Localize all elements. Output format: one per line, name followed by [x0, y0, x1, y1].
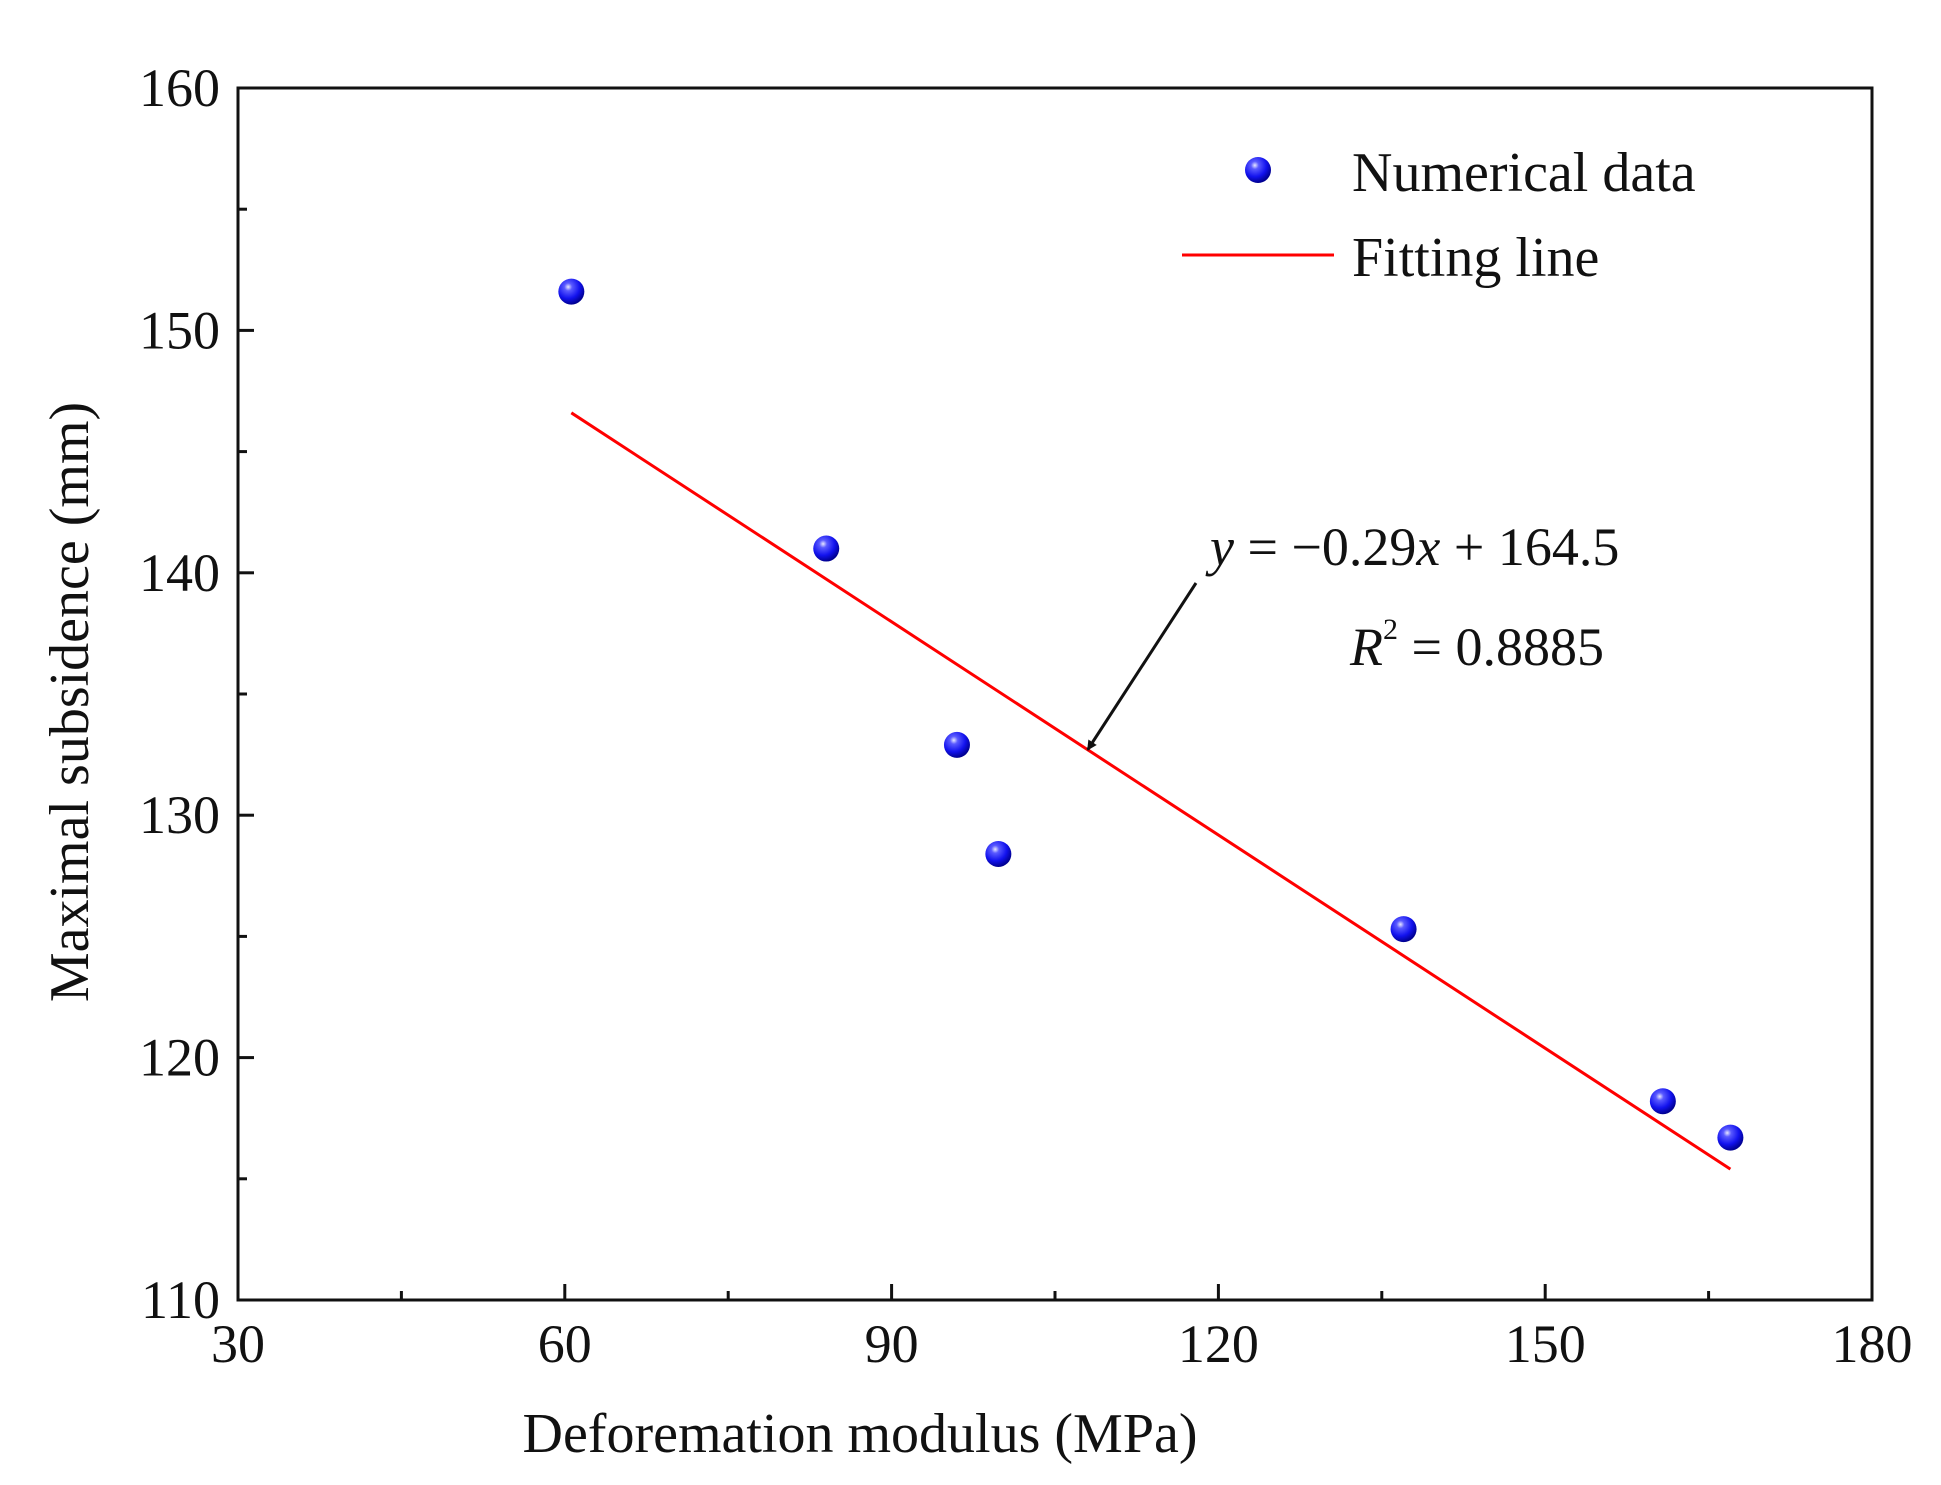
data-point: [558, 278, 585, 305]
data-point: [1649, 1088, 1676, 1115]
legend-label-fitting-line: Fitting line: [1352, 227, 1599, 289]
legend-marker-numerical-data: [1245, 157, 1271, 183]
axis-ticks: [236, 86, 1874, 1302]
x-tick-label: 60: [538, 1314, 592, 1374]
x-tick-label: 180: [1832, 1314, 1913, 1374]
r2-value: = 0.8885: [1398, 617, 1604, 677]
annotation-arrow: [1086, 582, 1198, 751]
data-point: [1390, 916, 1417, 943]
fit-equation: y = −0.29x + 164.5: [1205, 517, 1619, 577]
data-point: [813, 535, 840, 562]
equation-rhs: = −0.29: [1234, 517, 1416, 577]
y-tick-label: 120: [139, 1028, 220, 1088]
y-tick-label: 140: [139, 543, 220, 603]
data-point: [985, 840, 1012, 867]
plot-frame: [236, 86, 1874, 1302]
y-tick-label: 130: [139, 785, 220, 845]
y-tick-label: 160: [139, 58, 220, 118]
y-tick-label: 110: [141, 1270, 220, 1330]
equation-tail: + 164.5: [1440, 517, 1619, 577]
fit-annotation: y = −0.29x + 164.5 R2 = 0.8885: [1086, 517, 1619, 751]
x-tick-label: 90: [865, 1314, 919, 1374]
r2-base: R: [1349, 617, 1383, 677]
legend: Numerical data Fitting line: [1182, 142, 1696, 289]
x-axis-title: Deforemation modulus (MPa): [523, 1403, 1198, 1465]
equation-var: x: [1415, 517, 1440, 577]
legend-label-numerical-data: Numerical data: [1352, 142, 1696, 204]
axis-tick-labels: 30 60 90 120 150 180 110 120 130 140 150 160: [139, 58, 1913, 1374]
y-axis-title: Maximal subsidence (mm): [39, 402, 101, 1002]
x-tick-label: 150: [1505, 1314, 1586, 1374]
data-point: [943, 731, 970, 758]
y-tick-label: 150: [139, 300, 220, 360]
r-squared: R2 = 0.8885: [1349, 613, 1604, 677]
r2-exponent: 2: [1383, 613, 1398, 646]
x-tick-label: 120: [1178, 1314, 1259, 1374]
x-tick-label: 30: [211, 1314, 265, 1374]
data-point: [1717, 1124, 1744, 1151]
equation-lhs: y: [1205, 517, 1234, 577]
fitting-line: [570, 411, 1732, 1171]
series-layer: [558, 278, 1744, 1171]
